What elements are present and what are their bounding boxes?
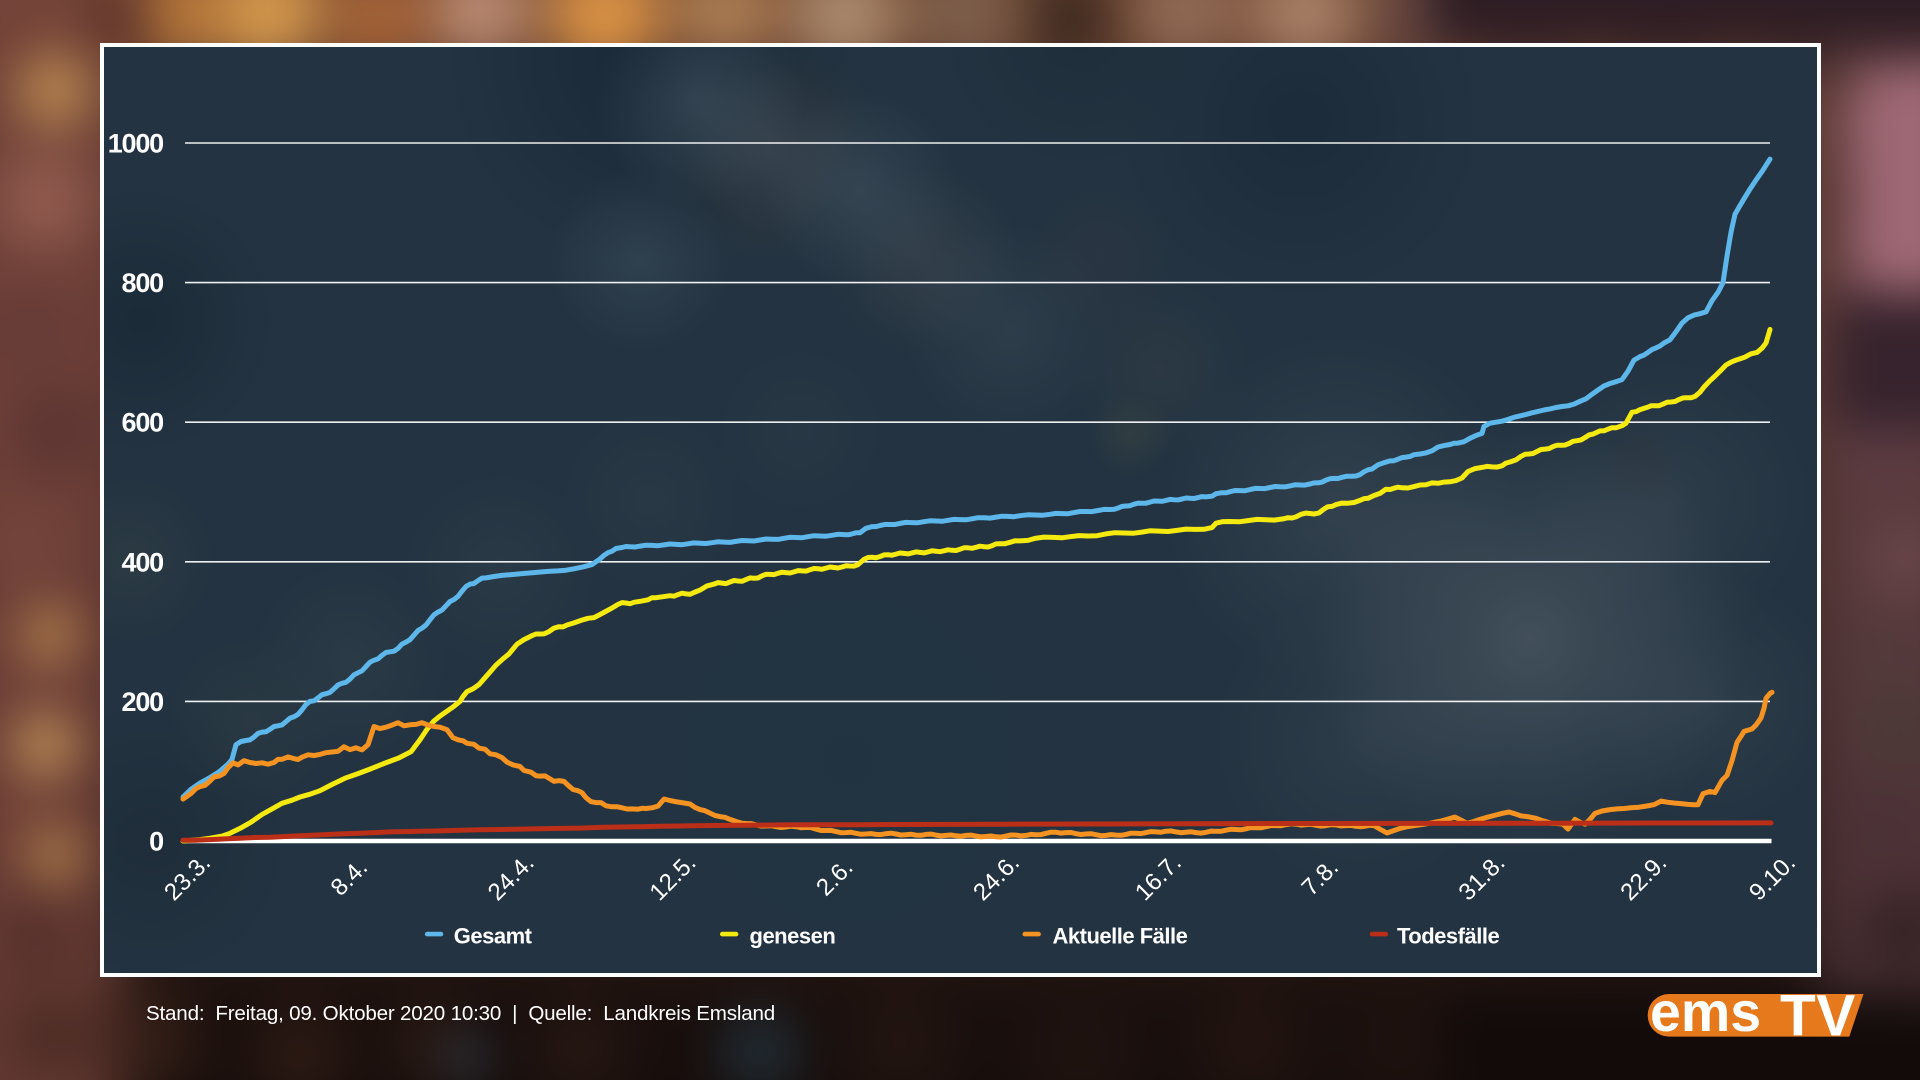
svg-text:400: 400 [122, 547, 164, 577]
svg-text:TV: TV [1780, 984, 1856, 1049]
svg-text:Gesamt: Gesamt [454, 924, 533, 949]
svg-text:1000: 1000 [108, 129, 163, 159]
svg-text:0: 0 [149, 827, 163, 857]
svg-text:200: 200 [122, 687, 164, 717]
svg-text:600: 600 [122, 408, 164, 438]
svg-text:ems: ems [1650, 981, 1761, 1043]
svg-text:Aktuelle Fälle: Aktuelle Fälle [1053, 924, 1188, 949]
svg-text:800: 800 [122, 268, 164, 298]
svg-text:genesen: genesen [750, 924, 836, 949]
svg-text:Todesfälle: Todesfälle [1397, 924, 1499, 949]
